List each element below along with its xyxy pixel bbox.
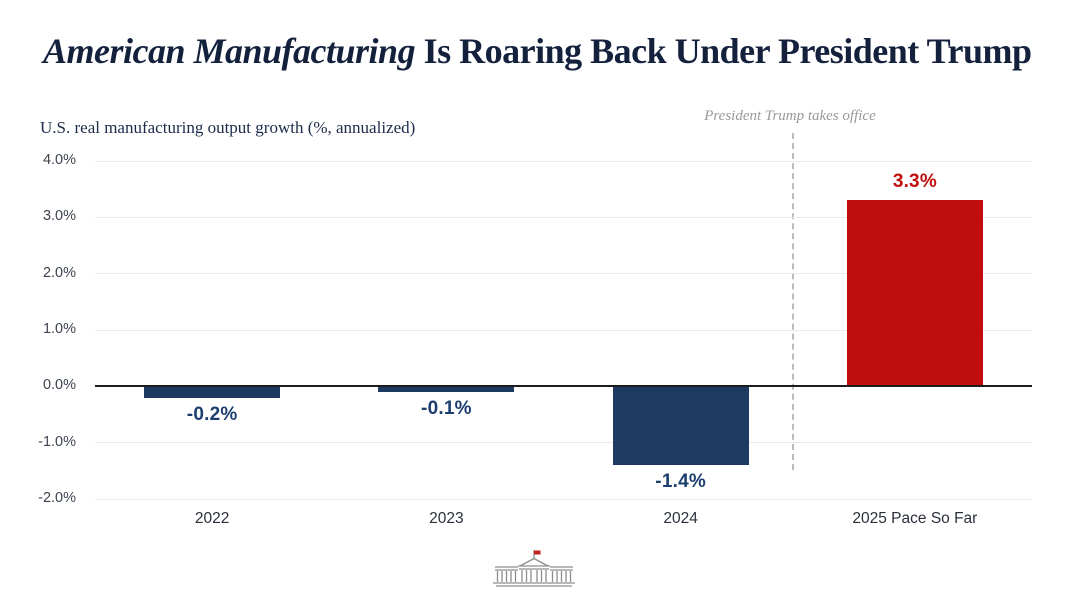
- x-axis-category-label: 2024: [663, 510, 698, 527]
- y-axis-tick-label: 0.0%: [42, 377, 76, 394]
- y-axis-tick-label: 2.0%: [42, 264, 76, 281]
- white-house-icon: [492, 550, 575, 587]
- bar-value-label: -1.4%: [655, 471, 706, 493]
- title-rest: Is Roaring Back Under President Trump: [415, 31, 1032, 71]
- axis-title: U.S. real manufacturing output growth (%…: [40, 118, 416, 137]
- gridline: [95, 273, 1032, 275]
- bar-value-label: 3.3%: [892, 171, 937, 193]
- x-axis-category-label: 2025 Pace So Far: [852, 510, 978, 527]
- trump-takes-office-line: [792, 133, 794, 470]
- x-axis-category-label: 2023: [429, 510, 464, 527]
- page-title: American Manufacturing Is Roaring Back U…: [43, 30, 1043, 72]
- gridline: [95, 160, 1032, 162]
- zero-axis-line: [95, 385, 1032, 388]
- bar-value-label: -0.1%: [421, 397, 472, 419]
- y-axis-tick-label: -1.0%: [38, 433, 76, 450]
- plot-area: -0.2% -0.1% -1.4% 3.3%: [95, 160, 1032, 500]
- bar-2023: [378, 386, 515, 392]
- y-axis-tick-label: 4.0%: [42, 152, 76, 168]
- title-emphasis: American Manufacturing: [43, 31, 416, 71]
- gridline: [95, 329, 1032, 331]
- y-axis-tick-label: -2.0%: [38, 490, 76, 506]
- x-axis-category-label: 2022: [194, 510, 230, 527]
- gridline: [95, 216, 1032, 218]
- y-axis-tick-label: 1.0%: [42, 321, 76, 337]
- gridline: [95, 498, 1032, 500]
- bar-2022: [144, 386, 281, 398]
- bar-2025-pace-so-far: [846, 200, 983, 387]
- gridline: [95, 442, 1032, 444]
- footer: [0, 548, 1067, 595]
- y-axis-tick-label: 3.0%: [42, 208, 76, 225]
- trump-annotation-label: President Trump takes office: [704, 108, 876, 124]
- bar-2024: [612, 386, 749, 466]
- bar-value-label: -0.2%: [186, 403, 238, 425]
